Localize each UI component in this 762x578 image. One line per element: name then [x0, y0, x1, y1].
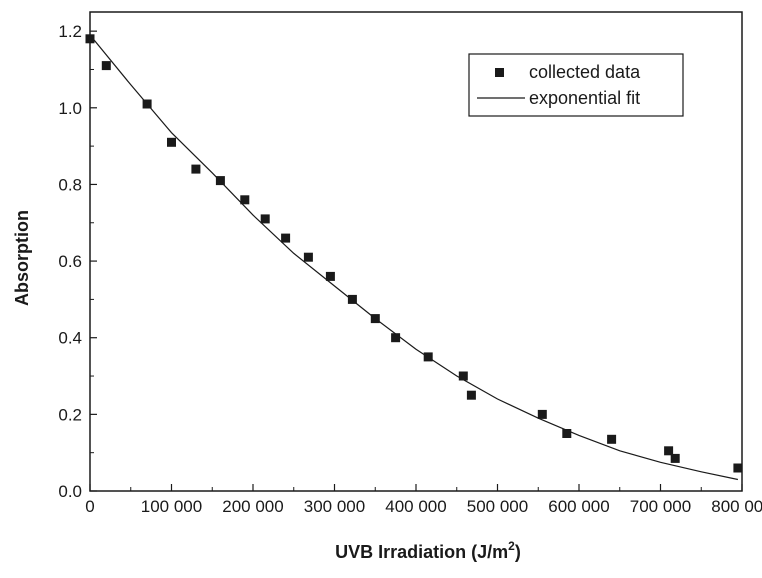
- x-axis-title: UVB Irradiation (J/m2): [335, 539, 521, 562]
- y-tick-label: 0.0: [58, 482, 82, 501]
- data-point: [260, 214, 270, 224]
- x-tick-label: 800 000: [711, 497, 762, 516]
- y-tick-label: 1.0: [58, 99, 82, 118]
- x-tick-label: 600 000: [548, 497, 609, 516]
- data-point: [423, 352, 433, 362]
- x-tick-label: 300 000: [304, 497, 365, 516]
- data-point: [281, 233, 291, 243]
- x-tick-label: 100 000: [141, 497, 202, 516]
- legend-label-collected-data: collected data: [529, 62, 641, 82]
- x-axis-title-main: UVB Irradiation (J/m: [335, 542, 508, 562]
- data-point: [142, 99, 152, 109]
- x-tick-label: 700 000: [630, 497, 691, 516]
- data-point: [607, 434, 617, 444]
- data-point: [562, 429, 572, 438]
- data-point: [466, 390, 476, 400]
- data-point: [391, 333, 401, 343]
- legend-box: [468, 53, 684, 117]
- x-tick-label: 0: [85, 497, 94, 516]
- data-point: [240, 195, 250, 205]
- x-tick-label: 500 000: [467, 497, 528, 516]
- data-point: [101, 61, 111, 71]
- data-point: [537, 409, 547, 419]
- y-tick-label: 0.4: [58, 329, 82, 348]
- x-axis-title-end: ): [515, 542, 521, 562]
- data-point: [167, 137, 176, 147]
- data-point: [85, 34, 95, 44]
- legend-label-exponential-fit: exponential fit: [529, 88, 640, 108]
- y-tick-label: 0.2: [58, 405, 82, 424]
- data-point: [670, 453, 680, 463]
- y-tick-label: 1.2: [58, 22, 82, 41]
- data-point: [325, 271, 335, 281]
- x-tick-label: 400 000: [385, 497, 446, 516]
- data-point: [215, 176, 225, 186]
- y-axis-title: Absorption: [12, 210, 32, 306]
- data-point: [347, 294, 357, 304]
- x-tick-label: 200 000: [222, 497, 283, 516]
- x-axis-title-superscript: 2: [508, 539, 515, 553]
- y-tick-label: 0.8: [58, 175, 82, 194]
- data-point: [303, 252, 313, 262]
- data-point: [664, 446, 674, 456]
- legend-marker-square: [495, 68, 504, 77]
- exponential-fit-line: [89, 34, 739, 481]
- data-point: [191, 164, 201, 174]
- data-point: [370, 314, 380, 324]
- data-point: [733, 463, 743, 473]
- data-point: [458, 371, 468, 381]
- y-tick-label: 0.6: [58, 252, 82, 271]
